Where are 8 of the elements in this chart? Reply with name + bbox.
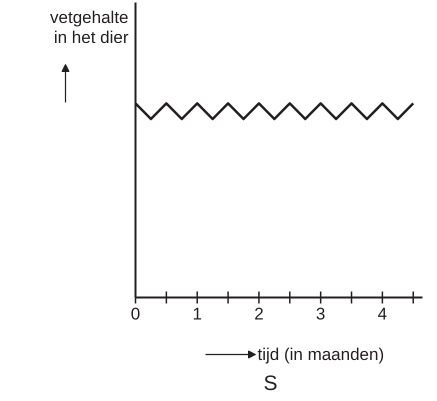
x-tick-label: 1: [192, 304, 202, 324]
x-axis-title: tijd (in maanden): [258, 345, 384, 364]
x-tick-label: 3: [316, 304, 326, 324]
x-tick-label: 2: [254, 304, 264, 324]
x-tick-label: 4: [378, 304, 388, 324]
x-tick-label: 0: [130, 304, 140, 324]
y-axis-title: vetgehalte in het dier: [50, 8, 129, 47]
text: S: [263, 372, 278, 395]
